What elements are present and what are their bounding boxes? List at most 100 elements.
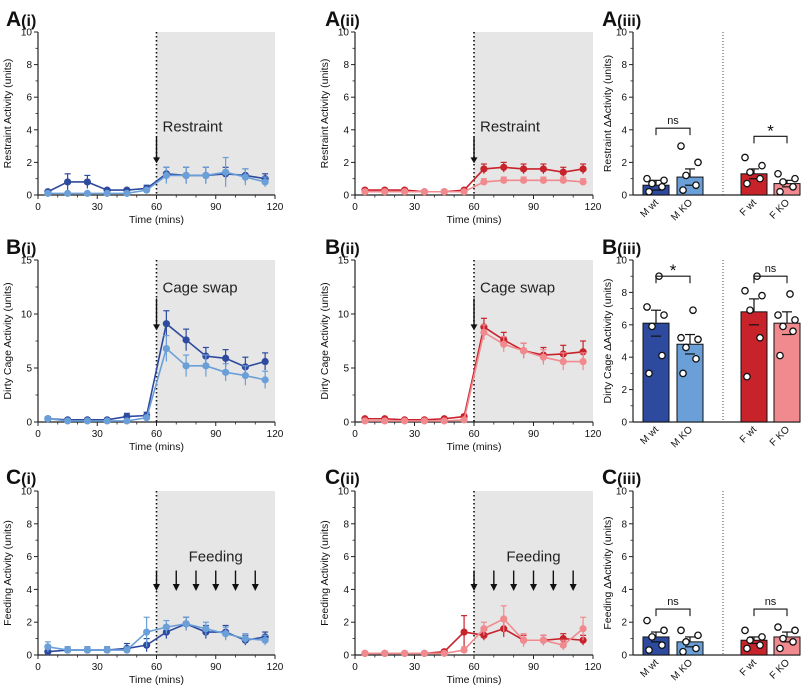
panel-label-A-iii: A(iii) bbox=[602, 8, 641, 31]
data-point bbox=[519, 636, 528, 644]
data-point bbox=[480, 165, 488, 173]
data-point bbox=[500, 176, 508, 184]
y-axis-title: Feeding Activity (units) bbox=[319, 520, 331, 626]
individual-point bbox=[746, 306, 754, 315]
x-tick-label: 90 bbox=[210, 429, 222, 440]
y-tick-label: 15 bbox=[338, 256, 350, 267]
individual-point bbox=[643, 174, 651, 183]
individual-point bbox=[774, 311, 782, 319]
feeding-arrow-head bbox=[251, 584, 259, 592]
data-point bbox=[182, 362, 190, 370]
series-f-ko bbox=[361, 605, 587, 657]
individual-point bbox=[645, 187, 653, 196]
individual-point bbox=[791, 174, 799, 183]
panel-C-i: 0 2 4 6 8 10 0 30 60 90 120 Time (mins) Feeding Acti… bbox=[2, 487, 284, 687]
y-tick-label: 10 bbox=[338, 487, 350, 498]
data-point bbox=[182, 171, 190, 180]
data-point bbox=[103, 417, 111, 425]
x-tick-label: 0 bbox=[352, 429, 358, 440]
individual-point bbox=[677, 626, 685, 635]
x-tick-label: 120 bbox=[267, 662, 284, 673]
panel-sublabel: (i) bbox=[21, 241, 36, 258]
individual-point bbox=[645, 369, 653, 378]
x-tick-label: 90 bbox=[210, 202, 222, 213]
y-tick-label: 4 bbox=[26, 585, 32, 596]
feeding-arrow-head bbox=[212, 584, 220, 592]
y-tick-label: 15 bbox=[21, 256, 33, 267]
x-tick-label: 120 bbox=[585, 429, 602, 440]
panel-label-A-ii: A(ii) bbox=[325, 8, 360, 31]
x-axis-title: Time (mins) bbox=[446, 441, 501, 453]
bar-f-ko bbox=[773, 322, 801, 423]
y-tick-label: 10 bbox=[21, 310, 33, 321]
data-point bbox=[64, 646, 72, 654]
x-tick-label: 0 bbox=[352, 202, 358, 213]
individual-point bbox=[789, 638, 797, 646]
individual-point bbox=[648, 633, 656, 641]
data-point bbox=[361, 417, 369, 425]
category-label: M wt bbox=[638, 424, 661, 447]
x-axis-title: Time (mins) bbox=[129, 441, 184, 453]
data-point bbox=[500, 615, 508, 623]
data-point bbox=[460, 628, 468, 636]
event-arrow-head bbox=[153, 324, 160, 331]
data-point bbox=[420, 188, 429, 196]
x-tick-label: 120 bbox=[585, 202, 602, 213]
individual-point bbox=[682, 343, 690, 352]
data-point bbox=[202, 625, 210, 633]
x-tick-label: 0 bbox=[352, 662, 358, 673]
feeding-arrow-head bbox=[530, 584, 537, 592]
feeding-arrow-head bbox=[470, 584, 478, 592]
individual-point bbox=[756, 333, 764, 342]
data-point bbox=[83, 417, 91, 425]
individual-point bbox=[689, 306, 697, 315]
individual-point bbox=[746, 636, 754, 645]
panel-sublabel: (ii) bbox=[340, 13, 360, 30]
panel-label-A-i: A(i) bbox=[6, 8, 36, 31]
y-axis-title: Restraint Activity (units) bbox=[319, 59, 331, 169]
annotation-label: Cage swap bbox=[480, 279, 555, 296]
individual-point bbox=[660, 626, 668, 635]
category-label: F wt bbox=[738, 657, 759, 678]
data-point bbox=[182, 620, 190, 628]
data-point bbox=[400, 417, 409, 425]
significance-label: ns bbox=[667, 596, 679, 608]
individual-point bbox=[679, 186, 687, 194]
y-tick-label: 2 bbox=[343, 158, 349, 169]
data-point bbox=[261, 178, 269, 186]
data-point bbox=[500, 163, 508, 171]
data-point bbox=[480, 625, 488, 633]
individual-point bbox=[679, 369, 687, 378]
y-tick-label: 6 bbox=[343, 552, 349, 563]
panel-A-iii: 0 2 4 6 8 10 Restraint ΔActivity (units) M wt M … bbox=[602, 28, 801, 223]
y-tick-label: 10 bbox=[21, 487, 33, 498]
y-tick-label: 5 bbox=[343, 364, 349, 375]
panel-C-ii: 0 2 4 6 8 10 0 30 60 90 120 Time (mins) Feeding Acti… bbox=[319, 487, 602, 687]
significance-bracket bbox=[655, 127, 691, 136]
shaded-region bbox=[474, 260, 593, 422]
significance-bracket bbox=[753, 608, 788, 617]
data-point bbox=[420, 417, 429, 425]
individual-point bbox=[692, 354, 700, 363]
y-tick-label: 2 bbox=[26, 618, 32, 629]
data-point bbox=[460, 416, 468, 424]
panel-C-iii: 0 2 4 6 8 10 Feeding ΔActivity (units) M wt M KO… bbox=[602, 487, 801, 683]
x-tick-label: 30 bbox=[409, 662, 421, 673]
data-point bbox=[579, 165, 587, 173]
event-arrow-head bbox=[470, 324, 478, 331]
individual-point bbox=[743, 644, 751, 653]
y-tick-label: 2 bbox=[343, 618, 349, 629]
y-axis-title: Restraint Activity (units) bbox=[2, 59, 14, 169]
feeding-arrow-head bbox=[490, 584, 498, 592]
y-tick-label: 4 bbox=[343, 125, 349, 136]
data-point bbox=[44, 643, 52, 651]
data-point bbox=[123, 189, 131, 197]
significance-bracket bbox=[655, 608, 691, 617]
data-point bbox=[559, 176, 567, 184]
y-tick-label: 6 bbox=[343, 93, 349, 104]
individual-point bbox=[741, 153, 749, 162]
individual-point bbox=[679, 647, 687, 656]
data-point bbox=[381, 417, 389, 425]
x-tick-label: 60 bbox=[468, 662, 480, 673]
